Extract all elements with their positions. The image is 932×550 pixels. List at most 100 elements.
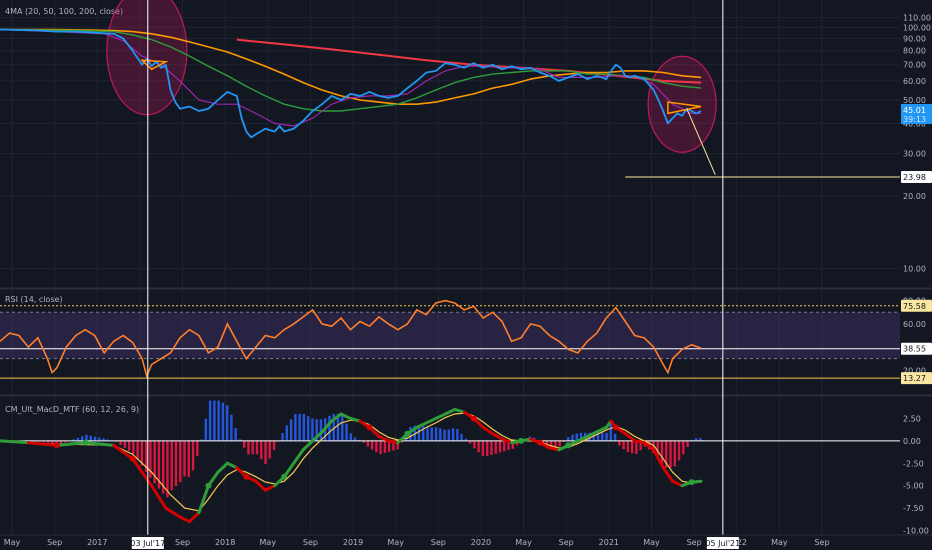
macd-histogram-bar <box>204 418 208 441</box>
macd-tick-label: -7.50 <box>903 504 924 513</box>
macd-segment <box>671 479 684 488</box>
macd-series-group <box>0 407 703 524</box>
series-line-signal <box>0 412 702 512</box>
macd-histogram-bar <box>443 429 446 441</box>
macd-histogram-bar <box>400 440 404 443</box>
macd-histogram-bar <box>153 440 156 484</box>
macd-segment <box>131 457 154 488</box>
macd-histogram-bar <box>294 413 297 441</box>
macd-histogram-bar <box>196 440 199 456</box>
macd-histogram-bar <box>162 440 165 494</box>
macd-segment <box>197 484 210 515</box>
date-tick-label: May <box>643 538 660 547</box>
macd-histogram-bar <box>422 426 425 441</box>
date-tick-label: May <box>771 538 788 547</box>
macd-segment <box>547 446 561 452</box>
macd-histogram-bar <box>413 425 416 441</box>
macd-histogram-bar <box>473 440 476 449</box>
macd-histogram-bar <box>498 440 502 453</box>
crosshair-lines <box>147 0 724 535</box>
price-pane[interactable]: 4MA (20, 50, 100, 200, close) 110.00100.… <box>0 0 932 274</box>
price-tick-label: 90.00 <box>903 34 926 43</box>
macd-histogram-bar <box>234 428 237 441</box>
price-series-group <box>0 28 702 139</box>
macd-segment <box>415 421 428 429</box>
macd-histogram-bar <box>434 427 438 441</box>
price-pane-title: 4MA (20, 50, 100, 200, close) <box>5 7 123 16</box>
macd-histogram-bar <box>392 440 395 451</box>
macd-histogram-bar <box>341 413 344 441</box>
triangle-drawing[interactable] <box>667 101 702 115</box>
macd-histogram-bar <box>264 440 267 464</box>
macd-histogram-bar <box>549 440 553 449</box>
macd-segment <box>443 407 457 416</box>
crosshair-date-badge: 05 Jul'21 <box>705 539 740 548</box>
rsi-pane[interactable]: RSI (14, close) 80.0060.0040.0020.0075.5… <box>0 295 932 385</box>
macd-histogram-bar <box>605 432 608 441</box>
series-line-rsi <box>0 299 702 379</box>
macd-histogram-bar <box>618 440 621 446</box>
macd-histogram-bar <box>601 432 604 441</box>
macd-histogram-bar <box>200 439 203 441</box>
macd-histogram-bar <box>430 427 433 441</box>
macd-histogram-bar <box>85 434 88 441</box>
macd-segment <box>652 448 665 470</box>
triangle-drawing[interactable] <box>140 59 169 71</box>
macd-histogram-bar <box>230 414 233 441</box>
macd-segment <box>661 466 675 483</box>
macd-histogram-bar <box>225 405 229 441</box>
macd-histogram-bar <box>243 440 246 448</box>
macd-histogram-bar <box>179 440 182 483</box>
macd-segment <box>500 437 514 445</box>
macd-pane[interactable]: CM_Ult_MacD_MTF (60, 12, 26, 9) 2.50 0.00… <box>0 400 929 536</box>
projection-line[interactable] <box>686 108 716 175</box>
macd-histogram-bar <box>144 440 148 472</box>
macd-histogram-bar <box>396 440 399 450</box>
macd-tick-label: 0.00 <box>903 437 921 446</box>
macd-histogram-bar <box>669 440 672 468</box>
macd-segment <box>55 441 87 447</box>
macd-segment <box>576 434 589 443</box>
macd-histogram-bar <box>362 440 365 443</box>
macd-segment <box>292 448 305 465</box>
macd-histogram-bar <box>383 440 387 453</box>
macd-segment <box>187 511 201 524</box>
macd-cross-dot <box>565 442 572 449</box>
macd-tick-label: -5.00 <box>903 482 924 491</box>
macd-histogram-bar <box>494 440 497 454</box>
date-tick-label: Sep <box>814 538 829 547</box>
macd-segment <box>0 439 30 445</box>
rsi-lower-badge: 13.27 <box>903 374 926 383</box>
rsi-band-fill <box>0 312 900 359</box>
rsi-tick-label: 60.00 <box>903 320 926 329</box>
macd-histogram-bar <box>302 413 306 441</box>
macd-histogram-bar <box>596 432 600 441</box>
rsi-lower-badge-bg <box>901 372 932 385</box>
macd-histogram-bar <box>319 419 323 441</box>
macd-histogram-bar <box>174 440 178 487</box>
macd-histogram-bar <box>656 440 659 459</box>
macd-histogram-bar <box>306 416 310 441</box>
macd-histogram-bar <box>115 440 118 442</box>
macd-histogram-bar <box>490 440 493 455</box>
date-tick-label: May <box>387 538 404 547</box>
drawing-annotations[interactable] <box>140 59 900 178</box>
macd-segment <box>301 439 315 452</box>
macd-histogram-bar <box>609 423 613 441</box>
date-tick-label: 2017 <box>87 538 107 547</box>
rsi-upper-badge-bg <box>901 299 932 312</box>
macd-histogram-bar <box>366 440 370 447</box>
macd-histogram-bar <box>575 433 578 441</box>
macd-histogram-bar <box>132 440 135 454</box>
macd-segment <box>424 416 438 425</box>
macd-histogram-bar <box>635 440 638 454</box>
date-tick-label: 2018 <box>215 538 235 547</box>
macd-segment <box>434 412 447 420</box>
macd-histogram-bar <box>660 440 664 465</box>
macd-histogram-bar <box>208 400 212 441</box>
macd-segment <box>642 441 656 452</box>
macd-cross-dot <box>612 424 619 431</box>
macd-histogram-bar <box>238 439 242 441</box>
